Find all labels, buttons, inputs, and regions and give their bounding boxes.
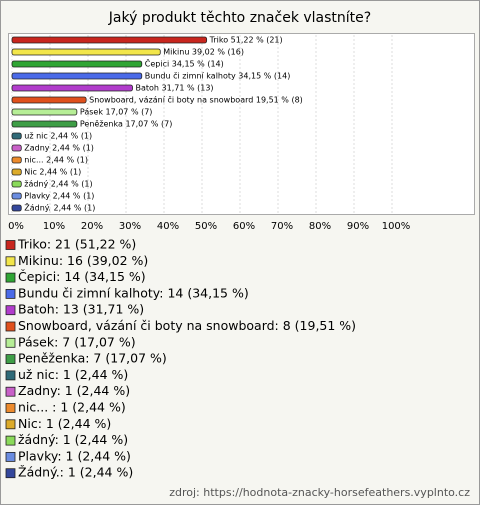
legend-label: už nic: 1 (2,44 %) (18, 367, 128, 382)
value-label: Plavky 2,44 % (1) (24, 192, 94, 201)
legend-label: Plavky: 1 (2,44 %) (18, 448, 131, 463)
value-label: Nic 2,44 % (1) (24, 168, 81, 177)
legend-label: Snowboard, vázání či boty na snowboard: … (18, 318, 356, 333)
x-tick-label: 50% (195, 221, 217, 232)
legend-swatch (5, 451, 16, 462)
x-tick-label: 0% (8, 221, 24, 232)
legend-label: Nic: 1 (2,44 %) (18, 416, 111, 431)
x-tick-label: 90% (347, 221, 369, 232)
legend-swatch (5, 468, 16, 479)
bar (11, 132, 22, 140)
x-tick-label: 60% (233, 221, 255, 232)
legend-swatch (5, 403, 16, 413)
legend-label: Mikinu: 16 (39,02 %) (18, 253, 148, 268)
value-label: Snowboard, vázání či boty na snowboard 1… (89, 95, 303, 105)
legend-swatch (5, 370, 16, 381)
bar (11, 144, 22, 152)
bar (11, 48, 161, 56)
legend-swatch (5, 337, 16, 348)
value-label: nic... 2,44 % (1) (24, 156, 88, 165)
legend-label: Žádný.: 1 (2,44 %) (18, 465, 133, 480)
legend-swatch (5, 386, 16, 397)
value-label: Peněženka 17,07 % (7) (80, 120, 173, 129)
x-tick-label: 10% (43, 221, 65, 232)
value-label: Bundu či zimní kalhoty 34,15 % (14) (145, 71, 291, 81)
value-label: Čepici 34,15 % (14) (145, 58, 224, 69)
bar (11, 96, 87, 104)
chart-title: Jaký produkt těchto značek vlastníte? (108, 10, 371, 26)
x-tick-label: 70% (271, 221, 293, 232)
value-label: Mikinu 39,02 % (16) (163, 48, 244, 57)
value-label: žádný 2,44 % (1) (24, 180, 92, 189)
bar (11, 72, 143, 80)
legend-label: Čepici: 14 (34,15 %) (18, 269, 146, 284)
bar (11, 180, 22, 188)
bar (11, 108, 78, 116)
bar (11, 204, 22, 212)
legend-label: nic... : 1 (2,44 %) (18, 400, 126, 415)
value-label: Triko 51,22 % (21) (209, 36, 283, 45)
legend-label: Triko: 21 (51,22 %) (17, 237, 136, 252)
x-tick-label: 30% (119, 221, 141, 232)
bar (11, 156, 22, 164)
source: zdroj: https://hodnota-znacky-horsefeath… (169, 486, 470, 499)
legend-swatch (5, 256, 16, 267)
value-label: Pásek 17,07 % (7) (80, 108, 153, 117)
x-tick-label: 100% (382, 221, 411, 232)
value-label: Zadny 2,44 % (1) (24, 144, 94, 153)
legend-swatch (5, 435, 16, 446)
legend-label: Pásek: 7 (17,07 %) (18, 334, 136, 349)
legend-swatch (5, 288, 16, 299)
value-label: Batoh 31,71 % (13) (135, 84, 213, 93)
legend-label: Peněženka: 7 (17,07 %) (18, 351, 167, 366)
bar (11, 84, 133, 92)
bar (11, 192, 22, 200)
bar (11, 60, 143, 68)
legend-swatch (5, 272, 16, 283)
legend-swatch (5, 305, 16, 316)
value-label: Žádný. 2,44 % (1) (24, 202, 95, 213)
value-label: už nic 2,44 % (1) (24, 132, 92, 141)
bar (11, 120, 78, 128)
legend-label: Batoh: 13 (31,71 %) (18, 302, 144, 317)
legend-label: Zadny: 1 (2,44 %) (18, 383, 130, 398)
legend-swatch (5, 354, 16, 365)
legend-label: Bundu či zimní kalhoty: 14 (34,15 %) (18, 285, 249, 300)
x-tick-label: 80% (309, 221, 331, 232)
legend-swatch (5, 321, 16, 332)
legend-swatch (5, 240, 16, 250)
legend-label: žádný: 1 (2,44 %) (18, 432, 128, 447)
x-tick-label: 40% (157, 221, 179, 232)
bar (11, 168, 22, 176)
bar (11, 36, 208, 44)
legend-swatch (5, 419, 16, 430)
x-tick-label: 20% (81, 221, 103, 232)
